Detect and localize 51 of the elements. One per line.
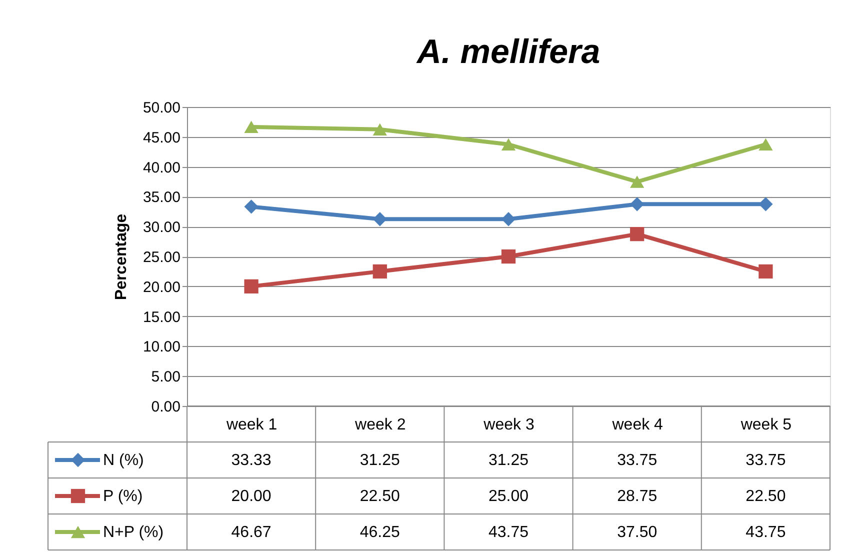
y-tick-label: 30.00 — [142, 219, 180, 236]
data-label: 43.75 — [488, 524, 529, 541]
point — [501, 138, 516, 150]
data-label: 31.25 — [488, 452, 529, 469]
x-tick-label: week 1 — [225, 416, 278, 434]
x-tick-label: week 3 — [482, 416, 534, 434]
point — [244, 279, 258, 294]
point — [244, 200, 258, 214]
y-tick-label: 35.00 — [142, 189, 180, 206]
data-label: 22.50 — [360, 488, 400, 505]
point — [372, 212, 387, 226]
point — [758, 138, 773, 150]
point — [758, 197, 773, 212]
y-axis-title: Percentage — [112, 214, 130, 300]
data-label: 46.67 — [231, 524, 272, 541]
y-tick-label: 50.00 — [142, 100, 180, 116]
y-tick-label: 25.00 — [142, 249, 180, 266]
data-label: 22.50 — [746, 488, 786, 505]
point — [244, 120, 258, 134]
point — [630, 176, 644, 188]
point — [372, 264, 387, 279]
data-label: 33.75 — [746, 452, 786, 469]
point — [501, 212, 516, 226]
y-tick-label: 40.00 — [142, 159, 180, 176]
y-tick-label: 5.00 — [151, 368, 180, 386]
y-tick-label: 45.00 — [142, 129, 180, 146]
y-tick-label: 15.00 — [142, 308, 180, 326]
legend-label: N (%) — [103, 452, 144, 469]
data-label: 43.75 — [746, 524, 786, 541]
point — [630, 197, 644, 212]
x-tick-label: week 4 — [611, 416, 664, 434]
legend-label: P (%) — [103, 488, 143, 505]
data-label: 33.33 — [231, 452, 272, 469]
y-tick-label: 20.00 — [142, 278, 180, 296]
data-label: 20.00 — [231, 488, 272, 505]
data-label: 25.00 — [488, 488, 529, 505]
point — [758, 264, 773, 279]
point — [630, 227, 644, 242]
x-tick-label: week 5 — [740, 416, 792, 434]
y-tick-label: 10.00 — [142, 338, 180, 356]
data-label: 28.75 — [617, 488, 658, 505]
data-label: 46.25 — [360, 524, 400, 541]
legend-label: N+P (%) — [103, 524, 164, 541]
y-tick-label: 0.00 — [151, 398, 180, 416]
x-tick-label: week 2 — [354, 416, 406, 434]
point — [501, 249, 516, 264]
chart-title: A. mellifera — [416, 33, 600, 71]
data-label: 31.25 — [360, 452, 400, 469]
point — [372, 123, 387, 136]
data-label: 37.50 — [617, 524, 658, 541]
data-label: 33.75 — [617, 452, 658, 469]
